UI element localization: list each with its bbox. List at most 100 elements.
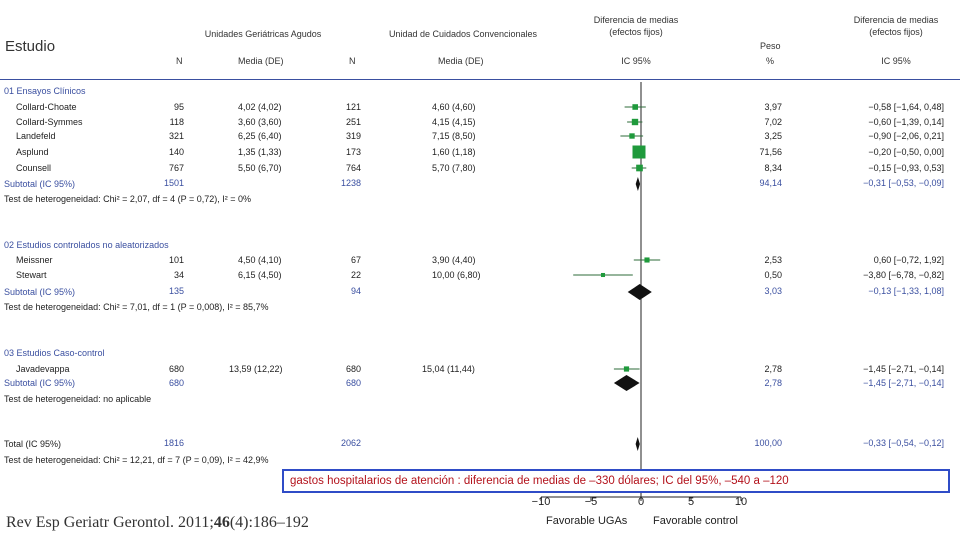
summary-diamond (635, 437, 640, 451)
n-uga: 95 (173, 102, 184, 112)
tick-label: 5 (687, 496, 695, 508)
subtotal-n-uga: 1501 (163, 178, 184, 188)
summary-diamond (635, 177, 641, 191)
study-marker (632, 104, 638, 110)
citation-journal: Rev Esp Geriatr Gerontol. 2011; (6, 514, 214, 531)
mean-uga: 4,50 (4,10) (238, 255, 282, 265)
mean-ucc: 7,15 (8,50) (432, 131, 476, 141)
subtotal-n-uga: 135 (168, 286, 184, 296)
mean-ucc: 5,70 (7,80) (432, 163, 476, 173)
n-uga: 321 (168, 131, 184, 141)
n-uga: 140 (168, 147, 184, 157)
citation-volume: 46 (213, 514, 230, 531)
study-header: Estudio (5, 38, 56, 55)
weight-value: 2,53 (764, 255, 782, 265)
weight-value: 71,56 (759, 147, 782, 157)
total-heterogeneity-text: Test de heterogeneidad: Chi² = 12,21, df… (4, 455, 269, 465)
total-n-ucc: 2062 (340, 438, 361, 448)
study-marker (600, 272, 606, 278)
mean-ucc: 4,60 (4,60) (432, 102, 476, 112)
tick-label: 10 (734, 496, 748, 508)
ci-value: −3,80 [−6,78, −0,82] (863, 270, 944, 280)
citation: Rev Esp Geriatr Gerontol. 2011;46(4):186… (6, 514, 309, 532)
total-n-uga: 1816 (163, 438, 184, 448)
subtotal-weight: 94,14 (759, 178, 782, 188)
percent-header: % (766, 56, 775, 66)
weight-value: 3,97 (764, 102, 782, 112)
heterogeneity-text: Test de heterogeneidad: no aplicable (4, 394, 152, 404)
study-marker (644, 257, 650, 263)
subtotal-n-ucc: 1238 (340, 178, 361, 188)
total-ci: −0,33 [−0,54, −0,12] (863, 438, 944, 448)
study-marker (632, 145, 646, 159)
n-ucc: 67 (350, 255, 361, 265)
n-ucc: 764 (345, 163, 361, 173)
study-name: Landefeld (16, 131, 56, 141)
n-ucc: 319 (345, 131, 361, 141)
heterogeneity-text: Test de heterogeneidad: Chi² = 7,01, df … (4, 302, 269, 312)
n-uga: 118 (169, 117, 184, 127)
study-name: Meissner (16, 255, 53, 265)
n-uga: 101 (168, 255, 184, 265)
summary-note: gastos hospitalarios de atención : difer… (282, 469, 950, 493)
mean-header-uga: Media (DE) (238, 56, 284, 66)
n-ucc: 173 (345, 147, 361, 157)
study-name: Collard-Symmes (16, 117, 83, 127)
n-uga: 680 (168, 364, 184, 374)
study-marker (629, 133, 635, 139)
weight-value: 7,02 (764, 117, 782, 127)
weight-value: 3,25 (764, 131, 782, 141)
mean-uga: 13,59 (12,22) (229, 364, 283, 374)
heterogeneity-text: Test de heterogeneidad: Chi² = 2,07, df … (4, 194, 251, 204)
n-header-uga: N (176, 56, 183, 66)
n-ucc: 121 (345, 102, 361, 112)
summary-diamond (627, 284, 652, 300)
ci-value: −0,90 [−2,06, 0,21] (868, 131, 944, 141)
group-title: 02 Estudios controlados no aleatorizados (4, 240, 169, 250)
subtotal-ci: −0,31 [−0,53, −0,09] (863, 178, 944, 188)
mean-ucc: 10,00 (6,80) (432, 270, 481, 280)
total-label: Total (IC 95%) (4, 439, 62, 449)
mean-uga: 4,02 (4,02) (238, 102, 282, 112)
study-name: Collard-Choate (16, 102, 77, 112)
mean-ucc: 4,15 (4,15) (432, 117, 476, 127)
fixed-effects-header-1: (efectos fijos) (609, 27, 663, 37)
mean-uga: 6,15 (4,50) (238, 270, 282, 280)
weight-value: 0,50 (764, 270, 782, 280)
total-weight: 100,00 (754, 438, 782, 448)
tick-label: 0 (637, 496, 645, 508)
n-ucc: 251 (345, 117, 361, 127)
ci-value: −1,45 [−2,71, −0,14] (863, 364, 944, 374)
group-title: 01 Ensayos Clínicos (4, 86, 86, 96)
tick-label: −5 (584, 496, 598, 508)
ci-value: −0,20 [−0,50, 0,00] (868, 147, 944, 157)
n-ucc: 22 (350, 270, 361, 280)
study-marker (636, 164, 643, 172)
n-uga: 767 (168, 163, 184, 173)
n-ucc: 680 (345, 364, 361, 374)
mean-ucc: 15,04 (11,44) (422, 364, 475, 374)
mean-uga: 5,50 (6,70) (238, 163, 282, 173)
mean-diff-header-2: Diferencia de medias (853, 15, 939, 25)
mean-header-ucc: Media (DE) (438, 56, 484, 66)
study-marker (631, 118, 639, 126)
ci-header-2: IC 95% (881, 56, 911, 66)
citation-pages: :186–192 (248, 514, 309, 531)
subtotal-n-uga: 680 (168, 378, 184, 388)
subtotal-label: Subtotal (IC 95%) (4, 287, 76, 297)
weight-header: Peso (760, 41, 781, 51)
subtotal-label: Subtotal (IC 95%) (4, 378, 76, 388)
mean-uga: 1,35 (1,33) (238, 147, 282, 157)
study-name: Stewart (16, 270, 47, 280)
uga-group-header: Unidades Geriátricas Agudos (204, 29, 322, 39)
header-divider (0, 79, 960, 80)
citation-issue: (4) (229, 514, 249, 531)
ucc-group-header: Unidad de Cuidados Convencionales (388, 29, 538, 39)
subtotal-ci: −0,13 [−1,33, 1,08] (868, 286, 944, 296)
ci-header-1: IC 95% (621, 56, 651, 66)
mean-ucc: 3,90 (4,40) (432, 255, 476, 265)
ci-value: −0,15 [−0,93, 0,53] (868, 163, 944, 173)
fixed-effects-header-2: (efectos fijos) (869, 27, 923, 37)
subtotal-weight: 3,03 (764, 286, 782, 296)
